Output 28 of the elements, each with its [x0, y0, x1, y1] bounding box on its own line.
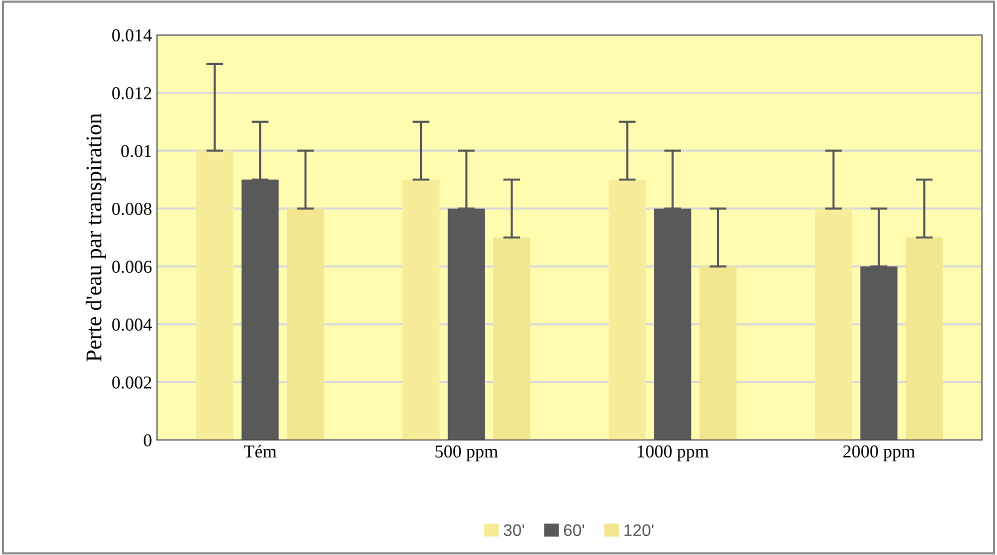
- bar: [860, 266, 898, 440]
- y-tick-label: 0.01: [121, 144, 152, 158]
- bar: [402, 180, 440, 440]
- y-tick-label: 0.012: [112, 87, 152, 100]
- y-axis-title: Perte d'eau par transpiration: [86, 113, 106, 362]
- legend-label: 120': [624, 524, 654, 536]
- y-tick-label: 0.004: [112, 318, 152, 331]
- x-tick-label: 500 ppm: [436, 445, 498, 462]
- y-tick-label: 0.006: [112, 260, 152, 273]
- x-tick-label: Tém: [244, 444, 276, 458]
- bar: [448, 208, 485, 440]
- bar: [906, 238, 943, 440]
- bar: [699, 266, 737, 440]
- y-tick-label: 0: [144, 434, 152, 446]
- bar: [196, 150, 234, 440]
- bar: [286, 208, 324, 440]
- y-tick-label: 0.014: [112, 29, 152, 42]
- legend-label: 30': [504, 524, 524, 536]
- bar: [608, 180, 646, 440]
- y-tick-label: 0.008: [112, 202, 152, 216]
- x-tick-label: 1000 ppm: [638, 445, 709, 462]
- legend-label: 60': [564, 524, 584, 536]
- bar: [654, 208, 692, 440]
- bar: [493, 238, 530, 440]
- bar: [814, 208, 852, 440]
- bar: [242, 180, 279, 440]
- x-tick-label: 2000 ppm: [843, 445, 915, 462]
- y-tick-label: 0.002: [112, 376, 152, 389]
